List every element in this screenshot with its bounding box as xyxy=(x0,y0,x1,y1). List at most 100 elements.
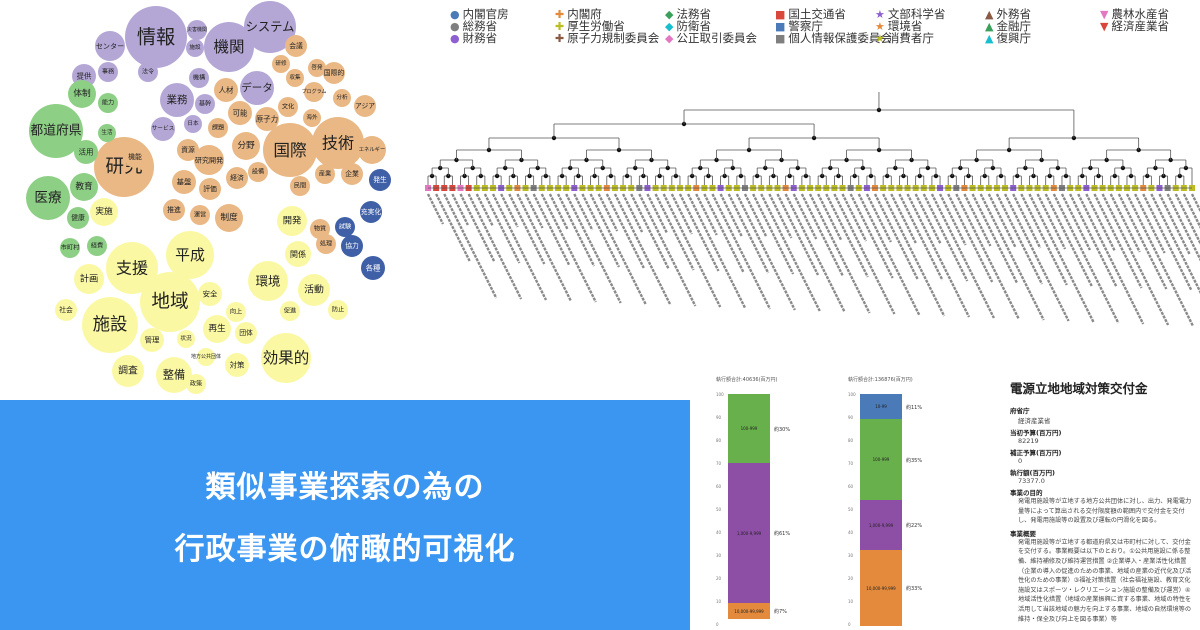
legend-item[interactable]: ● 内閣官房 xyxy=(450,6,509,22)
bubble-word[interactable]: 課題 xyxy=(208,118,228,138)
bubble-word[interactable]: 市町村 xyxy=(60,238,80,258)
bubble-word[interactable]: 情報 xyxy=(125,6,187,68)
bubble-word[interactable]: 地方公共団体 xyxy=(191,348,221,366)
bubble-circle[interactable] xyxy=(95,31,125,61)
bubble-word[interactable]: 政策 xyxy=(186,374,206,394)
bubble-word[interactable]: 医療 xyxy=(26,176,70,220)
bubble-word[interactable]: 基盤 xyxy=(172,170,196,194)
bubble-word[interactable]: 施設 xyxy=(82,297,138,353)
bubble-word[interactable]: 団体 xyxy=(235,322,257,344)
legend-item[interactable]: ✚ 内閣府 xyxy=(555,6,602,22)
bubble-circle[interactable] xyxy=(82,297,138,353)
bubble-word[interactable]: 活動 xyxy=(298,274,330,306)
bubble-circle[interactable] xyxy=(160,83,194,117)
bubble-word[interactable]: 法令 xyxy=(138,62,158,82)
bubble-word[interactable]: 収集 xyxy=(286,69,304,87)
bubble-word[interactable]: アジア xyxy=(354,95,376,117)
bubble-circle[interactable] xyxy=(98,124,116,142)
bubble-word[interactable]: 民間 xyxy=(290,176,310,196)
bubble-circle[interactable] xyxy=(177,330,195,348)
bubble-circle[interactable] xyxy=(278,97,298,117)
bubble-circle[interactable] xyxy=(315,164,335,184)
bubble-circle[interactable] xyxy=(199,178,221,200)
bubble-word[interactable]: 運営 xyxy=(190,205,210,225)
bubble-circle[interactable] xyxy=(333,89,351,107)
bubble-circle[interactable] xyxy=(187,20,207,40)
bubble-circle[interactable] xyxy=(272,55,290,73)
bubble-circle[interactable] xyxy=(98,93,118,113)
bar-segment[interactable]: 100-999 xyxy=(860,419,902,500)
bubble-circle[interactable] xyxy=(244,1,296,53)
bubble-word[interactable]: 教育 xyxy=(70,173,98,201)
bubble-circle[interactable] xyxy=(235,322,257,344)
bubble-word[interactable]: 充実化 xyxy=(360,201,382,223)
bar-segment[interactable]: 10,000-99,999 xyxy=(728,603,770,620)
bubble-circle[interactable] xyxy=(29,104,83,158)
bar-segment[interactable]: 10-99 xyxy=(860,394,902,420)
bubble-word[interactable]: 人材 xyxy=(214,78,238,102)
bubble-word[interactable]: 設備 xyxy=(248,162,268,182)
bubble-circle[interactable] xyxy=(308,59,326,77)
bar-segment[interactable]: 1,000-9,999 xyxy=(728,463,770,604)
bubble-word[interactable]: 処理 xyxy=(316,234,336,254)
legend-item[interactable]: ★ 消費者庁 xyxy=(875,30,934,46)
bubble-word[interactable]: 技術 xyxy=(312,117,364,169)
bubble-circle[interactable] xyxy=(298,274,330,306)
bubble-circle[interactable] xyxy=(74,264,104,294)
bubble-circle[interactable] xyxy=(26,176,70,220)
bubble-circle[interactable] xyxy=(248,162,268,182)
bubble-word[interactable]: エネルギー xyxy=(358,136,386,164)
bubble-circle[interactable] xyxy=(240,71,274,105)
bubble-circle[interactable] xyxy=(189,68,209,88)
legend-item[interactable]: ▲ 金融庁 xyxy=(985,18,1031,34)
bubble-word[interactable]: 業務 xyxy=(160,83,194,117)
bubble-circle[interactable] xyxy=(186,39,204,57)
bubble-circle[interactable] xyxy=(184,115,202,133)
bubble-word[interactable]: 体制 xyxy=(68,80,96,108)
bubble-word[interactable]: 地域 xyxy=(140,272,200,332)
bubble-circle[interactable] xyxy=(225,353,249,377)
legend-item[interactable]: ■ 個人情報保護委員会 xyxy=(775,30,892,46)
bubble-word[interactable]: 研究開発 xyxy=(194,145,224,175)
legend-item[interactable]: ● 総務省 xyxy=(450,18,497,34)
bubble-word[interactable]: 向上 xyxy=(226,302,246,322)
bubble-circle[interactable] xyxy=(90,198,118,226)
bubble-circle[interactable] xyxy=(163,199,185,221)
bubble-circle[interactable] xyxy=(316,234,336,254)
bubble-circle[interactable] xyxy=(106,242,158,294)
bubble-word[interactable]: 効果的 xyxy=(261,333,311,383)
bubble-circle[interactable] xyxy=(226,167,248,189)
bubble-circle[interactable] xyxy=(335,217,355,237)
bubble-circle[interactable] xyxy=(67,207,89,229)
bubble-circle[interactable] xyxy=(290,176,310,196)
bubble-word[interactable]: 協力 xyxy=(341,235,363,257)
bubble-word[interactable]: プログラム xyxy=(302,82,327,102)
bubble-word[interactable]: 環境 xyxy=(248,261,288,301)
bubble-word[interactable]: 制度 xyxy=(215,204,243,232)
bubble-word[interactable]: 生活 xyxy=(98,124,116,142)
bubble-circle[interactable] xyxy=(304,82,324,102)
bubble-circle[interactable] xyxy=(55,299,77,321)
bubble-circle[interactable] xyxy=(354,95,376,117)
bubble-circle[interactable] xyxy=(138,62,158,82)
bubble-word[interactable]: 各種 xyxy=(361,256,385,280)
bubble-circle[interactable] xyxy=(112,355,144,387)
bubble-circle[interactable] xyxy=(140,272,200,332)
bubble-word[interactable]: 対策 xyxy=(225,353,249,377)
bubble-circle[interactable] xyxy=(214,78,238,102)
bubble-circle[interactable] xyxy=(208,118,228,138)
bubble-circle[interactable] xyxy=(341,163,363,185)
bubble-word[interactable]: 安全 xyxy=(198,282,222,306)
legend-item[interactable]: ★ 文部科学省 xyxy=(875,6,945,22)
bubble-word[interactable]: 関係 xyxy=(285,241,311,267)
bubble-word[interactable]: 可能 xyxy=(228,101,252,125)
bubble-word[interactable]: 管理 xyxy=(140,328,164,352)
bubble-circle[interactable] xyxy=(248,261,288,301)
legend-item[interactable]: ■ 警察庁 xyxy=(775,18,823,34)
bubble-circle[interactable] xyxy=(280,301,300,321)
bubble-word[interactable]: 社会 xyxy=(55,299,77,321)
bubble-word[interactable]: 推進 xyxy=(163,199,185,221)
bubble-word[interactable]: 文化 xyxy=(278,97,298,117)
bubble-word[interactable]: 企業 xyxy=(341,163,363,185)
bubble-circle[interactable] xyxy=(285,241,311,267)
